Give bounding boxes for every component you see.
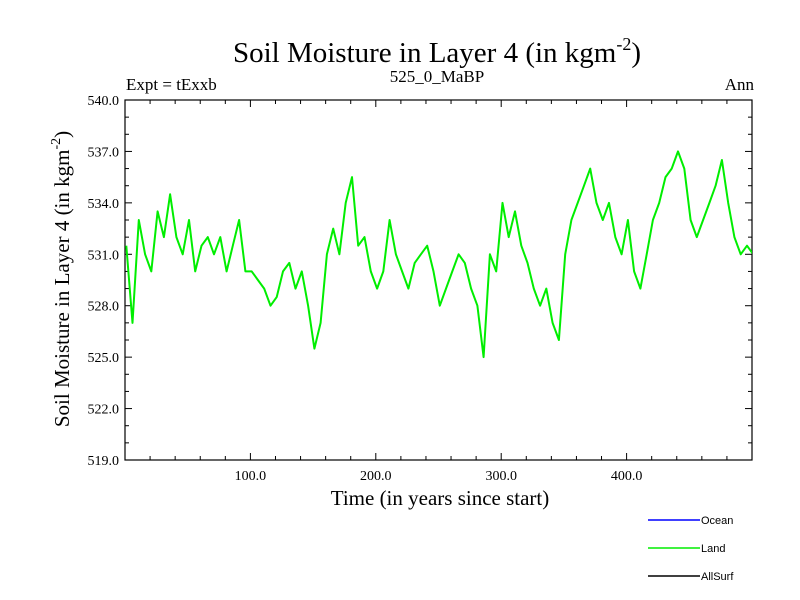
x-tick-label: 100.0	[235, 469, 267, 484]
y-tick-label: 537.0	[88, 145, 120, 160]
y-tick-label: 531.0	[88, 248, 120, 263]
chart-title: Soil Moisture in Layer 4 (in kgm-2)	[233, 34, 641, 69]
x-axis-label: Time (in years since start)	[331, 486, 550, 510]
period-label: 525_0_MaBP	[390, 67, 484, 86]
y-tick-label: 528.0	[88, 300, 120, 315]
y-axis: 519.0 522.0 525.0 528.0 531.0 534.0 537.0 540.0	[88, 94, 752, 469]
x-axis: 100.0 200.0 300.0 400.0	[149, 100, 728, 484]
y-tick-label: 540.0	[88, 94, 120, 109]
experiment-label: Expt = tExxb	[126, 75, 217, 94]
legend-label-land: Land	[701, 543, 725, 555]
x-tick-label: 200.0	[360, 469, 392, 484]
series-layer	[125, 150, 752, 359]
y-tick-label: 525.0	[88, 351, 120, 366]
legend: Ocean Land AllSurf	[648, 515, 734, 583]
legend-label-allsurf: AllSurf	[701, 571, 734, 583]
y-tick-label: 522.0	[88, 403, 120, 418]
x-tick-label: 300.0	[485, 469, 517, 484]
x-tick-label: 400.0	[611, 469, 643, 484]
y-tick-label: 534.0	[88, 197, 120, 212]
season-label: Ann	[725, 75, 755, 94]
series-line-land	[125, 150, 752, 359]
legend-label-ocean: Ocean	[701, 515, 733, 527]
y-axis-label: Soil Moisture in Layer 4 (in kgm-2)	[49, 131, 74, 427]
y-tick-label: 519.0	[88, 454, 120, 469]
plot-frame	[124, 99, 753, 461]
